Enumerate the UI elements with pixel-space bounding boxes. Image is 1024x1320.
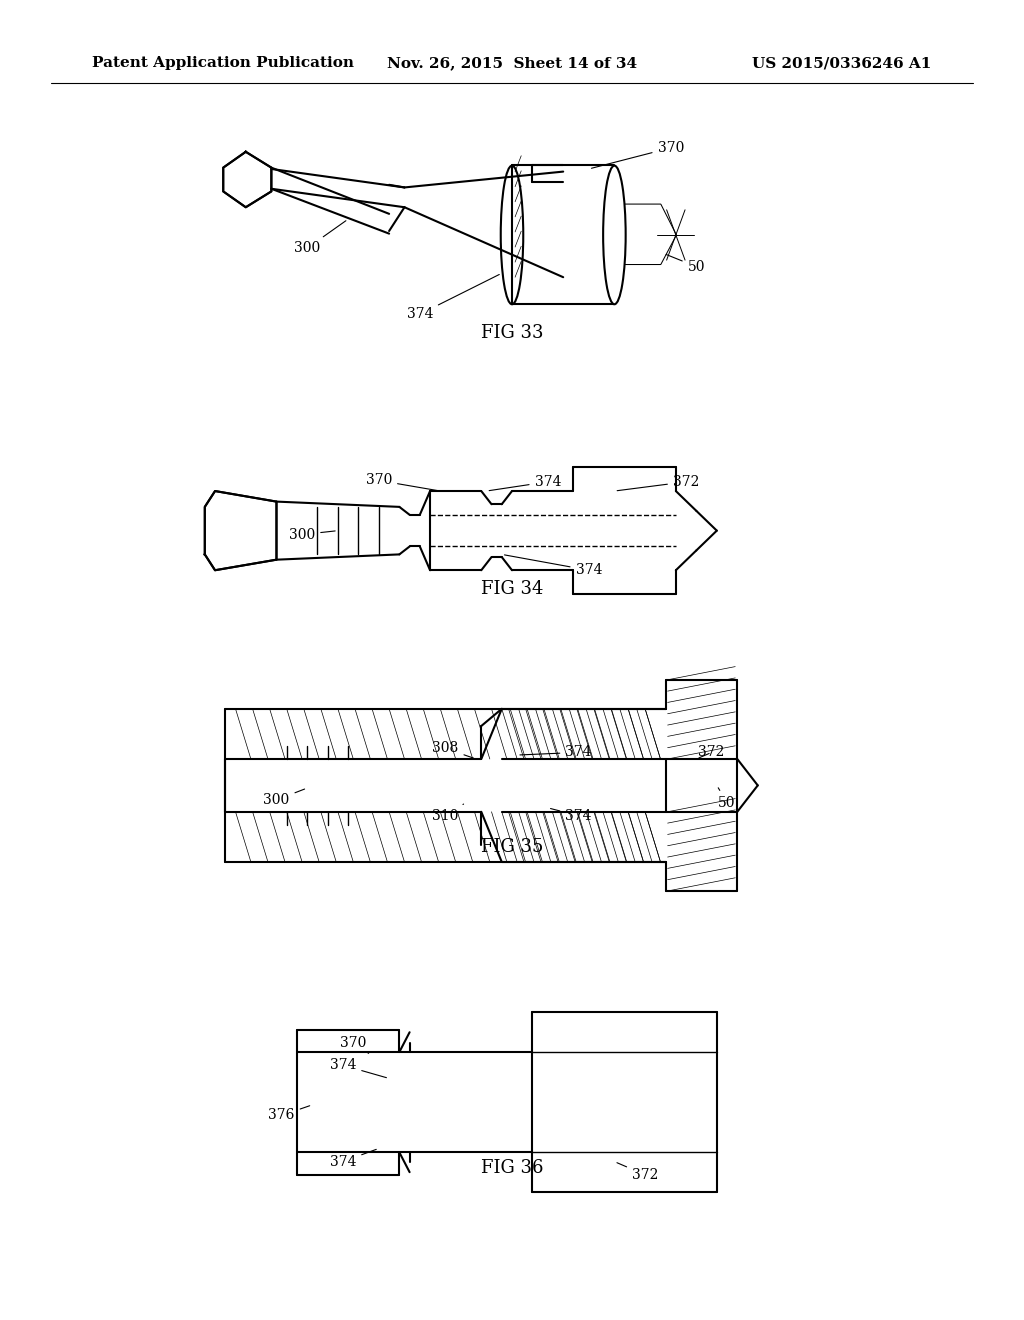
Text: 374: 374 [330, 1059, 386, 1077]
Text: FIG 36: FIG 36 [480, 1159, 544, 1177]
Text: 50: 50 [667, 255, 706, 273]
Text: 310: 310 [432, 804, 464, 822]
Polygon shape [205, 491, 276, 570]
Text: Nov. 26, 2015  Sheet 14 of 34: Nov. 26, 2015 Sheet 14 of 34 [387, 57, 637, 70]
Text: 308: 308 [432, 742, 473, 758]
Text: 372: 372 [617, 475, 699, 491]
Text: 370: 370 [340, 1036, 369, 1053]
Text: 374: 374 [489, 475, 561, 491]
Text: 376: 376 [268, 1106, 309, 1122]
Text: 370: 370 [366, 474, 437, 491]
Text: 374: 374 [505, 554, 602, 577]
Text: 372: 372 [698, 746, 725, 759]
Text: 374: 374 [330, 1150, 376, 1168]
Text: 300: 300 [289, 528, 335, 541]
Text: US 2015/0336246 A1: US 2015/0336246 A1 [753, 57, 932, 70]
Text: FIG 34: FIG 34 [481, 579, 543, 598]
Text: 374: 374 [407, 275, 500, 321]
Text: 50: 50 [718, 788, 736, 809]
Text: FIG 35: FIG 35 [481, 838, 543, 857]
Text: 300: 300 [294, 220, 346, 255]
Text: 372: 372 [616, 1163, 658, 1181]
Ellipse shape [603, 166, 626, 305]
Text: 374: 374 [520, 746, 592, 759]
Text: FIG 33: FIG 33 [480, 323, 544, 342]
Text: 370: 370 [592, 141, 684, 168]
Polygon shape [223, 152, 271, 207]
Text: Patent Application Publication: Patent Application Publication [92, 57, 354, 70]
Text: 374: 374 [551, 809, 592, 822]
Polygon shape [620, 205, 676, 264]
Text: 300: 300 [263, 789, 304, 807]
